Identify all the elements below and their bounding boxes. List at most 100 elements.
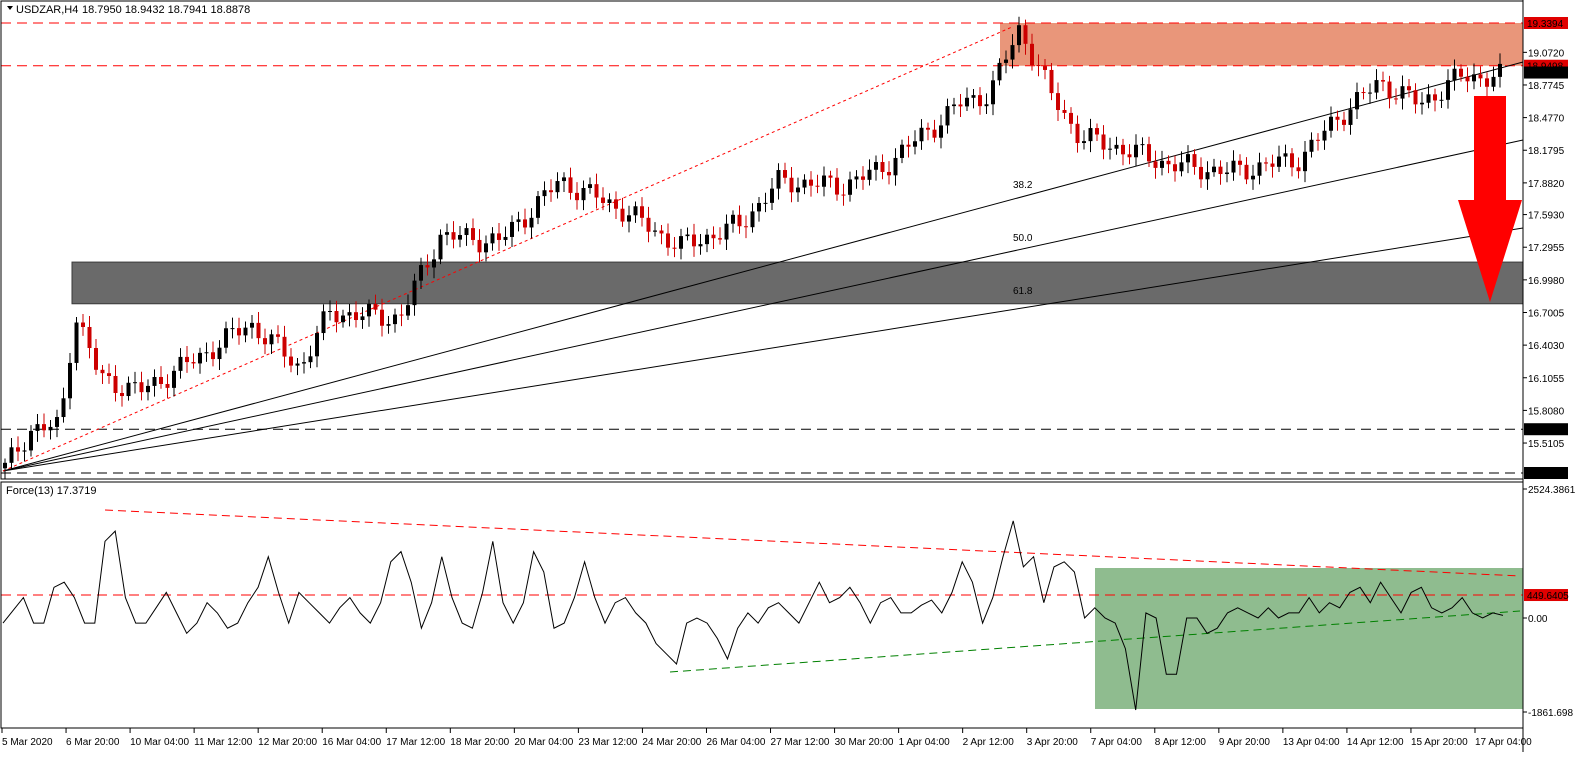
candle-body xyxy=(1387,81,1392,99)
fib-fan-line-2 xyxy=(2,227,1524,472)
x-tick-label-0: 5 Mar 2020 xyxy=(2,737,53,748)
candle-body xyxy=(1322,130,1327,141)
candle-body xyxy=(464,228,469,236)
candle-body xyxy=(607,199,612,203)
candle-body xyxy=(1283,153,1288,157)
candle-body xyxy=(211,352,215,360)
candle-body xyxy=(1140,144,1145,146)
candle-body xyxy=(932,129,937,138)
candle-body xyxy=(412,280,417,306)
candle-body xyxy=(321,311,326,334)
candle-body xyxy=(913,141,917,147)
sell-arrow-icon xyxy=(1458,96,1522,302)
force-y-tick-label-2: -1861.698 xyxy=(1528,708,1573,719)
candle-body xyxy=(919,127,924,142)
resistance-zone xyxy=(1000,23,1523,66)
fib-fan-layer xyxy=(1,26,1524,673)
badge-15-2373-bg xyxy=(1524,467,1568,479)
candle-body xyxy=(250,322,254,328)
candle-body xyxy=(1179,162,1184,172)
candle-body xyxy=(1030,43,1034,66)
candle-body xyxy=(1394,98,1398,100)
candle-body xyxy=(1264,162,1268,164)
candle-body xyxy=(87,326,92,348)
candle-body xyxy=(113,375,118,393)
badge-19-3394-bg xyxy=(1524,17,1568,29)
candle-body xyxy=(549,190,553,193)
candles-layer xyxy=(3,16,1502,480)
candle-body xyxy=(861,176,865,180)
candle-body xyxy=(1485,78,1489,87)
x-tick-label-4: 12 Mar 20:00 xyxy=(258,737,317,748)
candle-body xyxy=(1303,151,1307,172)
candle-body xyxy=(789,177,794,193)
candle-body xyxy=(1004,59,1008,63)
force-zone xyxy=(1095,568,1523,709)
candle-body xyxy=(939,125,943,138)
force-series-line xyxy=(2,520,1504,711)
candle-body xyxy=(536,196,540,218)
candle-body xyxy=(542,190,547,197)
candle-body xyxy=(42,424,46,431)
y-tick-label-12: 15.5105 xyxy=(1528,439,1565,450)
candle-body xyxy=(35,424,40,431)
arrow-layer xyxy=(1458,96,1522,302)
candle-body xyxy=(185,356,189,363)
candle-body xyxy=(191,362,196,364)
candle-body xyxy=(698,244,703,247)
candle-body xyxy=(978,95,982,107)
candle-body xyxy=(256,322,261,339)
candle-body xyxy=(1108,148,1112,150)
candle-body xyxy=(1205,172,1210,180)
candle-body xyxy=(1218,166,1223,175)
candle-body xyxy=(204,352,209,354)
x-tick-label-1: 6 Mar 20:00 xyxy=(66,737,120,748)
candle-body xyxy=(1062,110,1067,113)
candle-body xyxy=(958,104,963,107)
candle-body xyxy=(1075,123,1080,144)
force-trend-red xyxy=(104,509,1521,577)
candle-body xyxy=(133,382,137,384)
badge-last-price: 18.8878 xyxy=(1527,69,1564,80)
candle-body xyxy=(1238,160,1242,165)
candle-body xyxy=(633,206,638,216)
candle-body xyxy=(1296,167,1301,172)
candle-body xyxy=(1433,94,1437,101)
candle-body xyxy=(516,219,521,222)
candle-body xyxy=(1361,92,1366,94)
candle-body xyxy=(1400,86,1405,99)
symbol-dropdown-icon[interactable] xyxy=(7,6,13,10)
candle-body xyxy=(445,232,449,235)
ohlc-readout: 18.7950 18.9432 18.7941 18.8878 xyxy=(82,4,250,16)
x-tick-label-20: 13 Apr 04:00 xyxy=(1283,737,1340,748)
candle-body xyxy=(1309,139,1314,152)
candle-body xyxy=(263,338,267,345)
candle-body xyxy=(1023,25,1028,44)
candle-body xyxy=(61,398,66,418)
badge-15-6364: 15.6364 xyxy=(1527,425,1564,436)
x-tick-label-13: 30 Mar 20:00 xyxy=(835,737,894,748)
candle-body xyxy=(763,202,768,204)
candle-body xyxy=(705,234,709,245)
y-tick-label-6: 17.2955 xyxy=(1528,243,1565,254)
candle-body xyxy=(809,179,813,186)
candle-body xyxy=(406,305,410,316)
candle-body xyxy=(308,356,313,363)
candle-body xyxy=(1478,74,1483,79)
candle-body xyxy=(367,303,371,317)
candle-body xyxy=(295,363,300,366)
candle-body xyxy=(1459,68,1463,77)
candle-body xyxy=(1121,144,1125,155)
candle-body xyxy=(718,238,722,240)
candle-body xyxy=(1472,74,1476,82)
candle-body xyxy=(796,187,800,193)
candle-body xyxy=(237,328,241,336)
force-level-badge: 449.6405 xyxy=(1527,591,1569,602)
candle-body xyxy=(1049,69,1054,94)
y-tick-label-4: 17.8820 xyxy=(1528,179,1565,190)
x-tick-label-3: 11 Mar 12:00 xyxy=(194,737,253,748)
candle-body xyxy=(425,265,430,268)
candle-body xyxy=(484,243,488,253)
chart-title: USDZAR,H4 xyxy=(16,4,78,16)
